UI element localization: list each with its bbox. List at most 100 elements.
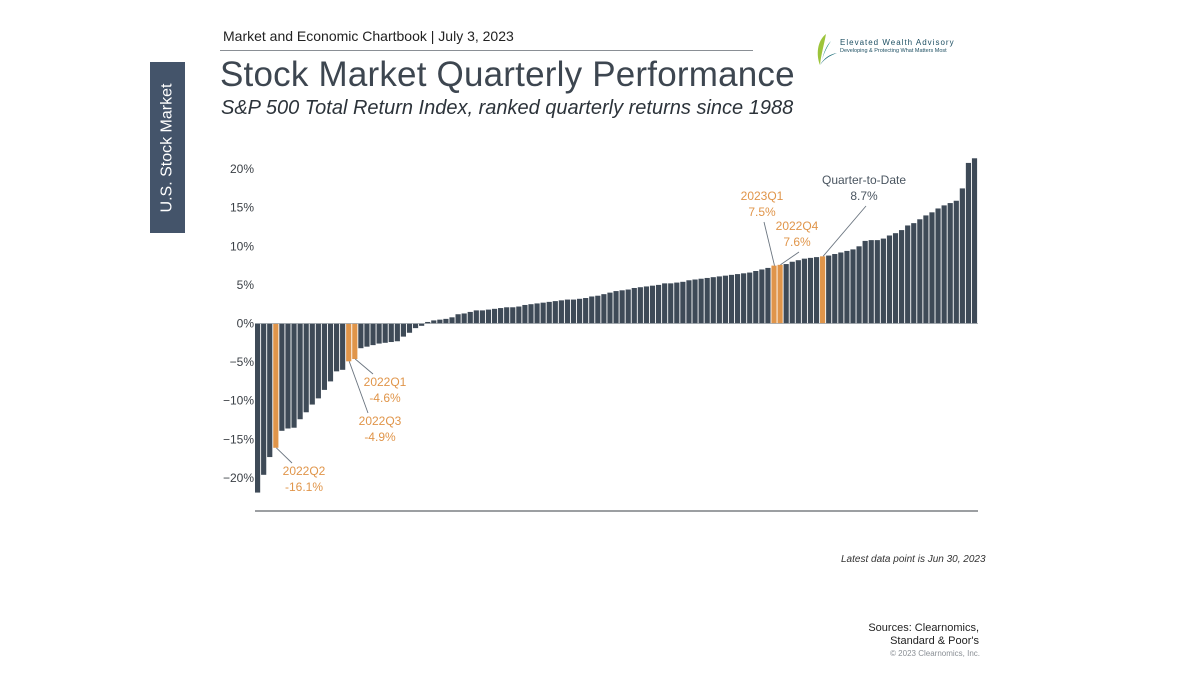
bar <box>315 323 321 399</box>
bar <box>844 250 850 324</box>
bar <box>892 233 899 324</box>
bar <box>577 298 583 324</box>
bar <box>759 269 765 324</box>
annotation-label: 2022Q3 <box>359 414 402 428</box>
annotation-value: -16.1% <box>285 480 323 494</box>
bar <box>619 290 625 324</box>
chart-title: Stock Market Quarterly Performance <box>220 55 795 94</box>
bar <box>947 203 953 324</box>
bar <box>479 310 485 324</box>
bar <box>400 323 406 337</box>
copyright: © 2023 Clearnomics, Inc. <box>890 649 980 658</box>
highlighted-bar <box>820 256 826 324</box>
bar <box>449 317 455 324</box>
bar <box>285 323 291 429</box>
bar <box>267 323 273 458</box>
bar <box>613 291 619 324</box>
bar <box>376 323 382 344</box>
bar <box>747 272 753 324</box>
y-tick-label: −20% <box>223 471 254 485</box>
logo-name: Elevated Wealth Advisory <box>840 38 955 47</box>
y-tick-label: 20% <box>230 162 254 176</box>
bar <box>552 301 558 324</box>
bar <box>838 252 844 324</box>
y-tick-label: −10% <box>223 394 254 408</box>
bar <box>321 323 328 390</box>
annotation-leader-line <box>348 361 369 414</box>
bar <box>868 240 874 324</box>
bar <box>905 225 911 324</box>
bar <box>862 240 868 324</box>
bar <box>807 257 814 324</box>
bar <box>364 323 370 347</box>
annotations: 2022Q2 -16.1% 2022Q3 -4.9% 2022Q1 -4.6% 2023Q1… <box>275 173 906 494</box>
bar <box>412 323 419 329</box>
bar <box>674 282 680 324</box>
bar <box>516 306 522 324</box>
highlighted-bar <box>346 323 352 362</box>
leaf-logo-icon <box>817 34 837 65</box>
bar <box>929 212 935 324</box>
y-tick-label: 0% <box>237 317 255 331</box>
bar <box>291 323 297 428</box>
bar <box>680 281 686 324</box>
bar <box>522 304 528 324</box>
bar <box>546 301 552 324</box>
bar <box>722 275 728 324</box>
latest-data-note: Latest data point is Jun 30, 2023 <box>841 554 986 565</box>
annotation-value: 8.7% <box>850 189 878 203</box>
bar <box>455 314 461 324</box>
bar <box>795 260 801 324</box>
y-tick-label: 15% <box>230 201 254 215</box>
section-tab: U.S. Stock Market <box>150 62 185 233</box>
bar <box>491 308 498 324</box>
bar <box>880 238 886 324</box>
bar <box>309 323 315 405</box>
bar <box>899 230 905 324</box>
bar <box>327 323 334 382</box>
bar <box>340 323 346 370</box>
bar <box>789 261 795 324</box>
bar <box>437 319 443 324</box>
bar <box>570 299 577 324</box>
bar <box>935 208 941 324</box>
bar <box>388 323 394 343</box>
annotation-label: 2022Q2 <box>283 464 326 478</box>
bar <box>394 323 400 342</box>
bar <box>826 255 832 324</box>
bar <box>698 278 704 324</box>
bar <box>601 294 607 324</box>
annotation-value: -4.9% <box>364 430 396 444</box>
bar <box>261 323 267 475</box>
bar <box>467 311 473 324</box>
company-logo: Elevated Wealth Advisory Developing & Pr… <box>814 33 974 67</box>
bar <box>959 188 965 324</box>
annotation-leader-line <box>763 221 775 266</box>
logo-tagline: Developing & Protecting What Matters Mos… <box>840 48 947 54</box>
annotation-label: Quarter-to-Date <box>822 173 906 187</box>
bar <box>358 323 364 349</box>
bar <box>874 240 880 324</box>
bar <box>279 323 285 431</box>
header-divider <box>220 50 753 51</box>
highlighted-bar <box>273 323 279 448</box>
bar <box>911 223 917 324</box>
bar <box>971 158 978 324</box>
bar <box>528 304 534 324</box>
bar <box>382 323 388 343</box>
bar <box>692 279 698 324</box>
y-axis-ticks: 20% 15% 10% 5% 0% −5% −10% −15% −20% <box>223 162 254 485</box>
bar <box>431 320 437 324</box>
bar <box>303 323 309 413</box>
y-tick-label: −15% <box>223 432 254 446</box>
bar <box>255 323 261 493</box>
chartbook-header: Market and Economic Chartbook | July 3, … <box>223 28 514 44</box>
bar <box>832 254 838 324</box>
bar <box>765 267 771 324</box>
bar <box>333 323 340 372</box>
bar <box>510 307 516 324</box>
bar <box>425 321 431 324</box>
bar <box>564 299 571 324</box>
bar <box>419 323 425 326</box>
